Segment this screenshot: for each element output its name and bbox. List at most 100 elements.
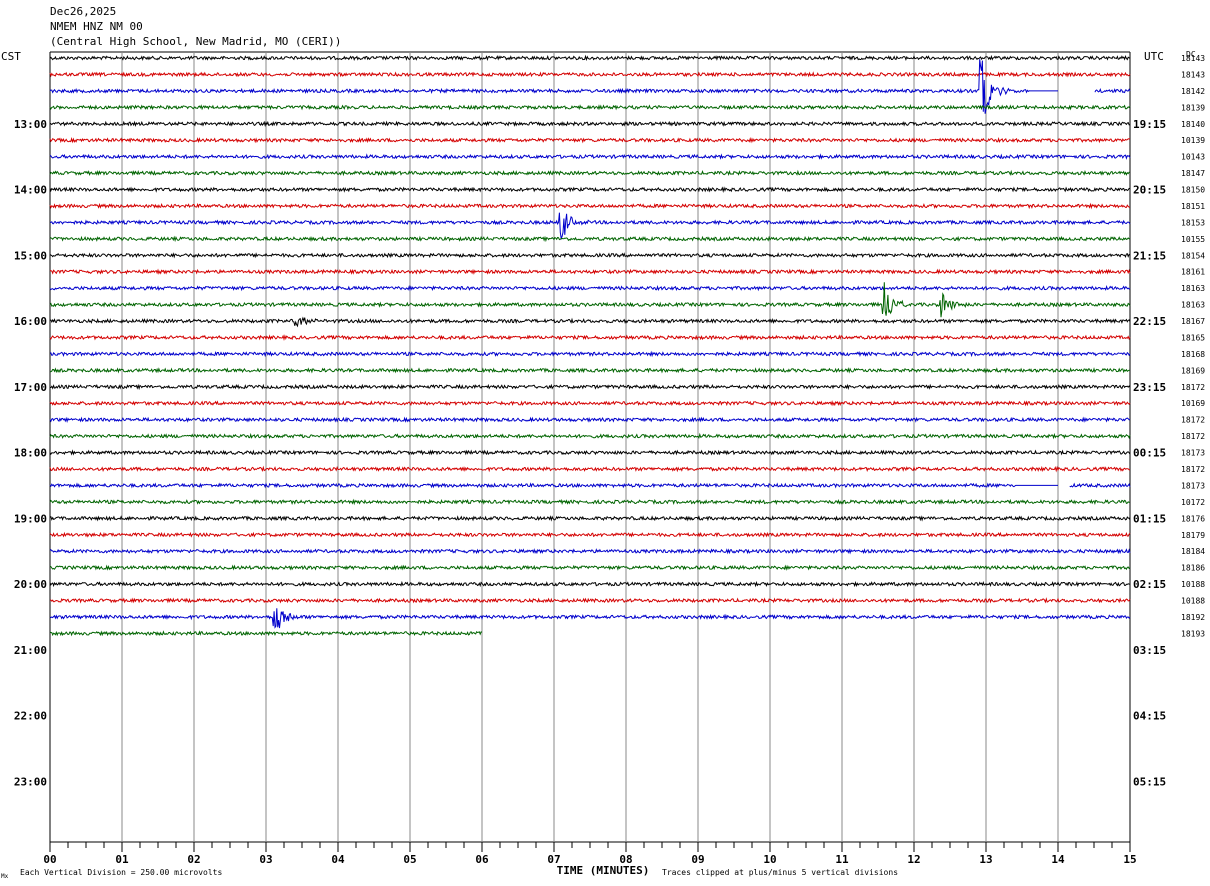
dc-value: 18163 <box>1181 301 1205 310</box>
x-tick-label: 15 <box>1123 853 1136 866</box>
dc-value: 18186 <box>1181 564 1205 573</box>
dc-value: 18165 <box>1181 333 1205 342</box>
x-tick-label: 12 <box>907 853 920 866</box>
trace-row <box>49 282 1131 318</box>
corner-mark: Mx <box>1 873 9 880</box>
dc-value: 18179 <box>1181 531 1205 540</box>
x-tick-label: 00 <box>43 853 56 866</box>
utc-hour-label: 03:15 <box>1133 644 1166 657</box>
cst-hour-label: 13:00 <box>14 118 47 131</box>
x-tick-label: 04 <box>331 853 345 866</box>
dc-header-label: DC <box>1186 50 1196 59</box>
utc-hour-label: 19:15 <box>1133 118 1166 131</box>
utc-hour-label: 05:15 <box>1133 775 1166 788</box>
utc-hour-label: 22:15 <box>1133 315 1166 328</box>
dc-value: 18184 <box>1181 547 1205 556</box>
trace-row <box>49 252 1131 259</box>
trace-row <box>49 235 1131 243</box>
cst-hour-label: 23:00 <box>14 775 47 788</box>
dc-value: 18143 <box>1181 54 1205 63</box>
trace-row <box>50 383 1131 391</box>
dc-value: 18169 <box>1181 366 1205 375</box>
utc-label: UTC <box>1144 50 1164 63</box>
dc-value: 18172 <box>1181 465 1205 474</box>
cst-hour-label: 15:00 <box>14 249 47 262</box>
trace-row <box>49 136 1131 144</box>
trace-row <box>49 284 1131 292</box>
trace-row <box>49 153 1131 160</box>
trace-row <box>49 548 1131 555</box>
utc-hour-label: 20:15 <box>1133 184 1166 197</box>
x-tick-label: 02 <box>187 853 200 866</box>
dc-value: 18163 <box>1181 284 1205 293</box>
dc-value: 18172 <box>1181 432 1205 441</box>
header-location: (Central High School, New Madrid, MO (CE… <box>50 35 342 48</box>
trace-row <box>49 498 1131 506</box>
dc-value: 18151 <box>1181 202 1205 211</box>
dc-value: 10172 <box>1181 498 1205 507</box>
dc-value: 18168 <box>1181 350 1205 359</box>
trace-row <box>49 597 1131 604</box>
trace-row <box>49 367 1130 374</box>
x-tick-label: 05 <box>403 853 416 866</box>
cst-hour-label: 22:00 <box>14 710 47 723</box>
x-tick-label: 10 <box>763 853 776 866</box>
dc-value: 10169 <box>1181 399 1205 408</box>
trace-row <box>50 350 1131 358</box>
dc-value: 10188 <box>1181 597 1205 606</box>
dc-value: 18192 <box>1181 613 1205 622</box>
x-tick-label: 09 <box>691 853 704 866</box>
x-tick-label: 07 <box>547 853 560 866</box>
header-date: Dec26,2025 <box>50 5 117 18</box>
utc-hour-label: 01:15 <box>1133 512 1166 525</box>
trace-row <box>49 54 1131 62</box>
footer-scale-note: Each Vertical Division = 250.00 microvol… <box>20 868 222 877</box>
trace-row <box>49 531 1131 538</box>
trace-row <box>49 334 1131 341</box>
dc-value: 18153 <box>1181 218 1205 227</box>
dc-value: 18154 <box>1181 251 1205 260</box>
trace-row <box>49 449 1131 456</box>
utc-hour-label: 00:15 <box>1133 447 1166 460</box>
footer-clip-note: Traces clipped at plus/minus 5 vertical … <box>662 868 898 877</box>
trace-row <box>49 202 1131 210</box>
utc-hour-label: 21:15 <box>1133 249 1166 262</box>
trace-row <box>49 186 1131 193</box>
trace-row <box>49 580 1131 588</box>
dc-value: 10188 <box>1181 580 1205 589</box>
dc-value: 18172 <box>1181 416 1205 425</box>
dc-value: 18142 <box>1181 87 1205 96</box>
dc-value: 10155 <box>1181 235 1205 244</box>
dc-value: 18167 <box>1181 317 1205 326</box>
x-tick-label: 13 <box>979 853 992 866</box>
dc-value: 18161 <box>1181 268 1205 277</box>
trace-row <box>49 169 1130 177</box>
x-tick-label: 01 <box>115 853 129 866</box>
trace-row <box>49 608 1131 629</box>
x-tick-label: 08 <box>619 853 632 866</box>
cst-hour-label: 14:00 <box>14 184 47 197</box>
cst-hour-label: 18:00 <box>14 447 47 460</box>
dc-value: 18140 <box>1181 120 1205 129</box>
trace-row <box>49 515 1131 522</box>
utc-hour-label: 02:15 <box>1133 578 1166 591</box>
x-axis-title: TIME (MINUTES) <box>557 864 650 877</box>
trace-row <box>49 465 1131 473</box>
header-station: NMEM HNZ NM 00 <box>50 20 143 33</box>
cst-hour-label: 19:00 <box>14 512 47 525</box>
cst-hour-label: 21:00 <box>14 644 47 657</box>
dc-value: 18147 <box>1181 169 1205 178</box>
utc-hour-label: 04:15 <box>1133 710 1166 723</box>
trace-row <box>49 564 1131 571</box>
trace-row <box>49 120 1131 128</box>
dc-value: 18143 <box>1181 70 1205 79</box>
dc-value: 18176 <box>1181 514 1205 523</box>
x-tick-label: 06 <box>475 853 489 866</box>
dc-value: 18193 <box>1181 629 1205 638</box>
utc-hour-label: 23:15 <box>1133 381 1166 394</box>
dc-value: 18172 <box>1181 383 1205 392</box>
dc-value: 18173 <box>1181 449 1205 458</box>
trace-row <box>49 482 1131 489</box>
cst-hour-label: 16:00 <box>14 315 47 328</box>
